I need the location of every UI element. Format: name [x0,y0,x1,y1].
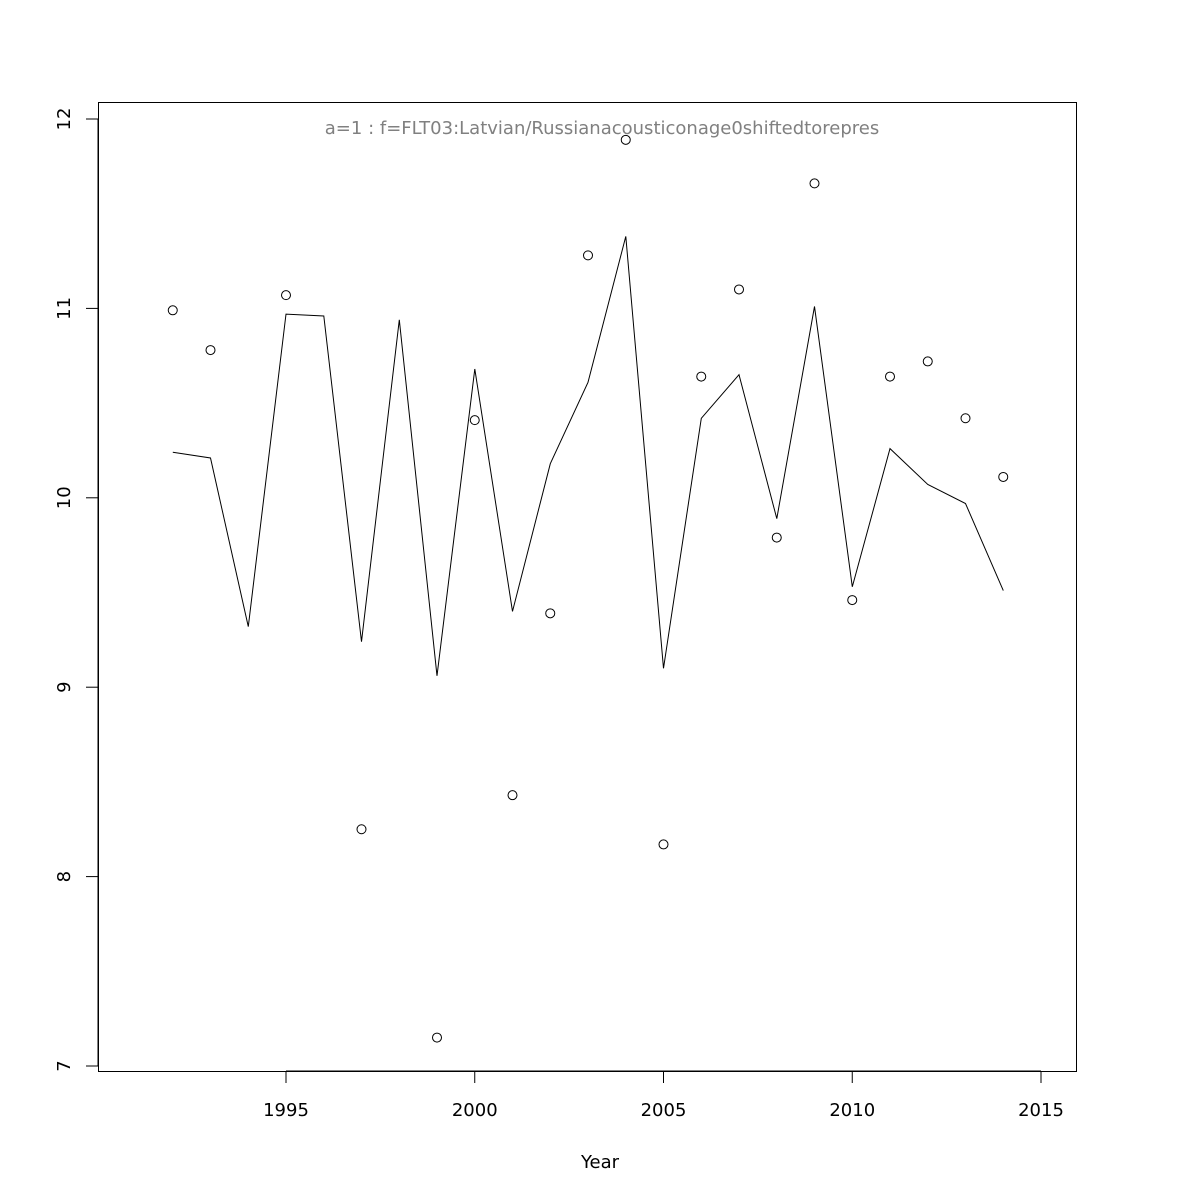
data-point [545,608,556,619]
x-tick-label: 2005 [641,1100,687,1121]
y-tick-label: 10 [54,486,75,509]
data-point [432,1032,442,1043]
y-tick-label: 7 [54,1060,75,1071]
plot-frame [98,102,1077,1072]
x-tick-label: 2010 [829,1100,875,1121]
data-point [771,532,782,543]
data-point [696,371,707,382]
y-tick-label: 8 [54,871,75,882]
data-point [583,250,593,261]
y-axis: 7 8 9 10 11 12 [54,108,99,1072]
data-point [885,371,895,382]
data-point [658,839,669,850]
data-point [469,415,480,426]
x-axis-title: Year [580,1152,620,1173]
y-tick-label: 12 [54,108,75,131]
data-point [734,284,744,295]
x-tick-label: 2015 [1018,1100,1064,1121]
fitted-line [172,236,1004,676]
x-axis: 1995 2000 2005 2010 2015 [263,1070,1064,1121]
data-point [960,413,971,424]
data-point [507,790,518,801]
data-point [281,290,291,301]
data-point [998,471,1009,482]
data-point [205,345,216,356]
y-tick-label: 9 [54,681,75,692]
data-point [847,595,858,606]
data-point [167,305,178,316]
data-point [356,824,367,835]
data-point [922,356,933,367]
data-point [809,178,820,189]
x-tick-label: 1995 [263,1100,309,1121]
series-layer [167,134,1009,1043]
data-point [620,134,631,145]
x-tick-label: 2000 [452,1100,498,1121]
chart-title: a=1 : f=FLT03:Latvian/Russianacousticona… [325,118,879,139]
y-tick-label: 11 [54,297,75,320]
